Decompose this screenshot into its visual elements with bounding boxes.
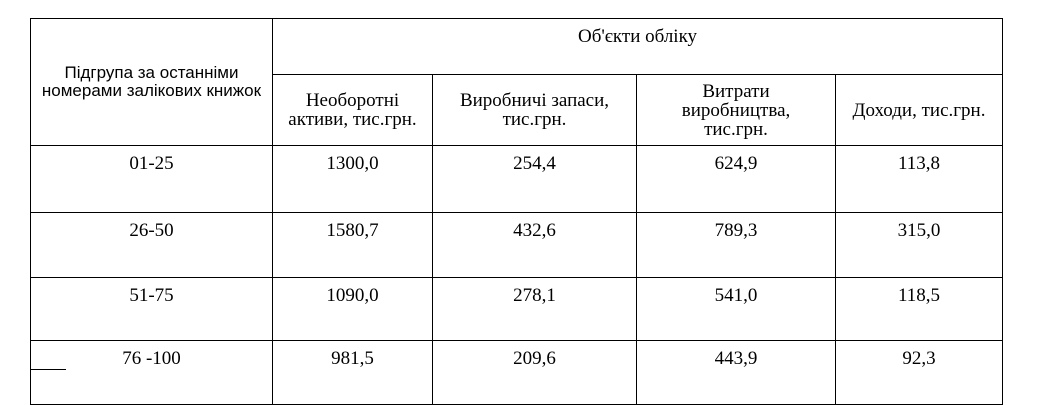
value-cell: 443,9 [636, 340, 836, 405]
value-cell: 541,0 [636, 277, 836, 341]
value-cell: 624,9 [636, 145, 836, 213]
column-header: Доходи, тис.грн. [834, 74, 1004, 146]
header-row: Підгрупа за останніми номерами залікових… [30, 18, 1004, 146]
value-cell: 315,0 [834, 212, 1004, 278]
rule [30, 369, 66, 370]
objects-header: Об'єкти обліку [271, 18, 1004, 75]
group-cell: 51-75 [30, 277, 273, 341]
column-header: Необоротні активи, тис.грн. [272, 74, 433, 146]
value-cell: 1090,0 [272, 277, 433, 341]
column-header-row: Необоротні активи, тис.грн. Виробничі зап… [31, 74, 1004, 146]
table-body: Підгрупа за останніми номерами залікових… [30, 18, 1004, 405]
value-cell: 432,6 [432, 212, 637, 278]
value-cell: 278,1 [432, 277, 637, 341]
value-cell: 1300,0 [272, 145, 433, 213]
data-row: 26-50 1580,7 432,6 789,3 315,0 [30, 212, 1004, 278]
value-cell: 209,6 [432, 340, 637, 405]
value-cell: 118,5 [834, 277, 1004, 341]
column-header: Виробничі запаси, тис.грн. [432, 74, 637, 146]
value-cell: 1580,7 [272, 212, 433, 278]
column-header: Витрати виробництва, тис.грн. [636, 74, 836, 146]
value-cell: 113,8 [834, 145, 1004, 213]
data-row: 51-75 1090,0 278,1 541,0 118,5 [30, 277, 1004, 341]
value-cell: 789,3 [636, 212, 836, 278]
data-table: Підгрупа за останніми номерами залікових… [30, 18, 1004, 405]
value-cell: 981,5 [272, 340, 433, 405]
data-row: 01-25 1300,0 254,4 624,9 113,8 [30, 145, 1004, 213]
group-cell: 76 -100 [30, 340, 273, 405]
group-header: Підгрупа за останніми номерами залікових… [30, 18, 273, 146]
group-cell: 01-25 [30, 145, 273, 213]
group-cell: 26-50 [30, 212, 273, 278]
value-cell: 92,3 [834, 340, 1004, 405]
value-cell: 254,4 [432, 145, 637, 213]
data-row: 76 -100 981,5 209,6 443,9 92,3 [30, 340, 1004, 405]
